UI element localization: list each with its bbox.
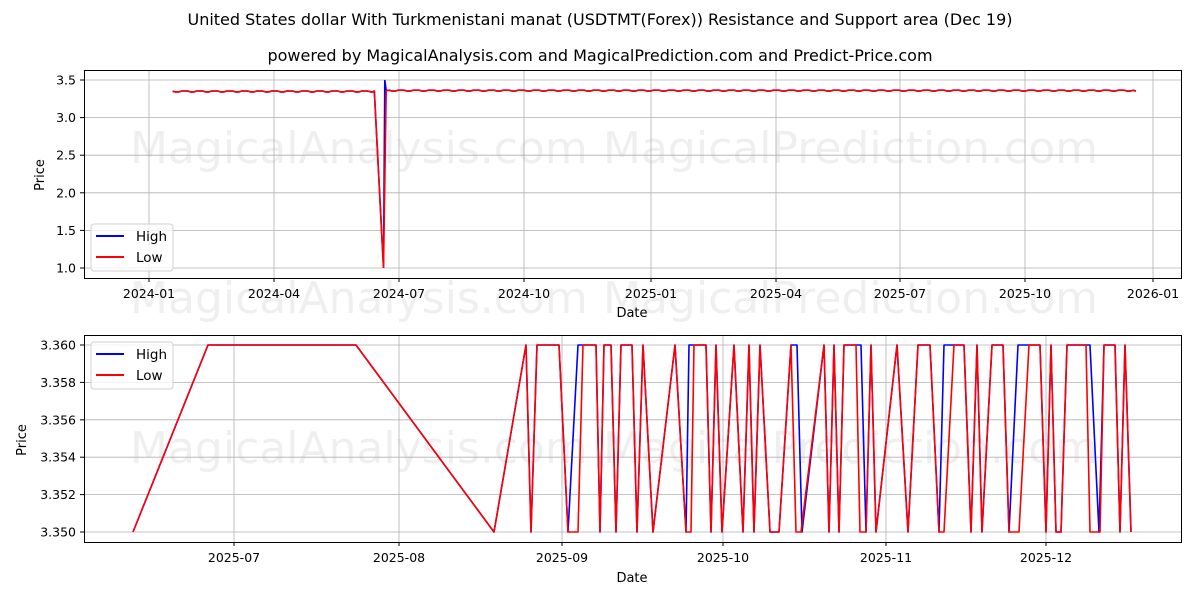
bottom-x-axis-label: Date xyxy=(616,571,647,586)
y-tick-label: 3.354 xyxy=(40,450,76,465)
y-tick-label: 3.356 xyxy=(40,412,76,427)
y-tick-label: 3.0 xyxy=(56,110,76,125)
x-tick-label: 2024-07 xyxy=(373,286,425,301)
y-tick-label: 3.352 xyxy=(40,487,76,502)
x-tick-label: 2025-09 xyxy=(536,550,588,565)
watermark-left-bottom: MagicalAnalysis.com xyxy=(130,423,588,474)
top-x-axis-label: Date xyxy=(616,306,647,321)
watermark-left: MagicalAnalysis.com xyxy=(130,123,588,174)
x-tick-label: 2025-10 xyxy=(697,550,749,565)
legend-high-label: High xyxy=(136,347,167,363)
top-y-axis: 1.0 1.5 2.0 2.5 3.0 3.5 xyxy=(56,73,84,276)
top-grid xyxy=(85,71,1181,278)
x-tick-label: 2025-07 xyxy=(874,286,926,301)
bottom-y-axis-label: Price xyxy=(15,424,30,456)
bottom-x-axis: 2025-07 2025-08 2025-09 2025-10 2025-11 2025-… xyxy=(208,542,1072,565)
x-tick-label: 2025-08 xyxy=(373,550,425,565)
bottom-y-axis: 3.350 3.352 3.354 3.356 3.358 3.360 xyxy=(40,338,84,540)
top-price-chart: MagicalAnalysis.com MagicalPrediction.co… xyxy=(33,71,1182,325)
x-tick-label: 2025-10 xyxy=(999,286,1051,301)
x-tick-label: 2025-04 xyxy=(750,286,802,301)
top-series xyxy=(173,80,1136,268)
low-line xyxy=(173,90,1136,268)
top-axes-frame xyxy=(85,71,1182,279)
bottom-price-chart: MagicalAnalysis.com MagicalPrediction.co… xyxy=(15,336,1182,587)
top-legend: High Low xyxy=(91,224,173,271)
chart-canvas: MagicalAnalysis.com MagicalPrediction.co… xyxy=(0,0,1200,600)
x-tick-label: 2025-11 xyxy=(860,550,912,565)
x-tick-label: 2026-01 xyxy=(1127,286,1179,301)
y-tick-label: 3.5 xyxy=(56,73,76,88)
x-tick-label: 2025-07 xyxy=(208,550,260,565)
bottom-legend: High Low xyxy=(91,342,173,389)
high-line xyxy=(173,80,1136,268)
watermark-right: MagicalPrediction.com xyxy=(603,123,1098,174)
y-tick-label: 1.0 xyxy=(56,261,76,276)
y-tick-label: 2.5 xyxy=(56,148,76,163)
legend-low-label: Low xyxy=(136,250,163,266)
legend-high-label: High xyxy=(136,229,167,245)
x-tick-label: 2024-04 xyxy=(248,286,300,301)
x-tick-label: 2024-10 xyxy=(498,286,550,301)
x-tick-label: 2024-01 xyxy=(123,286,175,301)
y-tick-label: 1.5 xyxy=(56,223,76,238)
y-tick-label: 3.360 xyxy=(40,338,76,353)
y-tick-label: 2.0 xyxy=(56,185,76,200)
y-tick-label: 3.358 xyxy=(40,375,76,390)
y-tick-label: 3.350 xyxy=(40,525,76,540)
x-tick-label: 2025-01 xyxy=(625,286,677,301)
x-tick-label: 2025-12 xyxy=(1020,550,1072,565)
top-y-axis-label: Price xyxy=(33,159,48,191)
legend-low-label: Low xyxy=(136,368,163,384)
